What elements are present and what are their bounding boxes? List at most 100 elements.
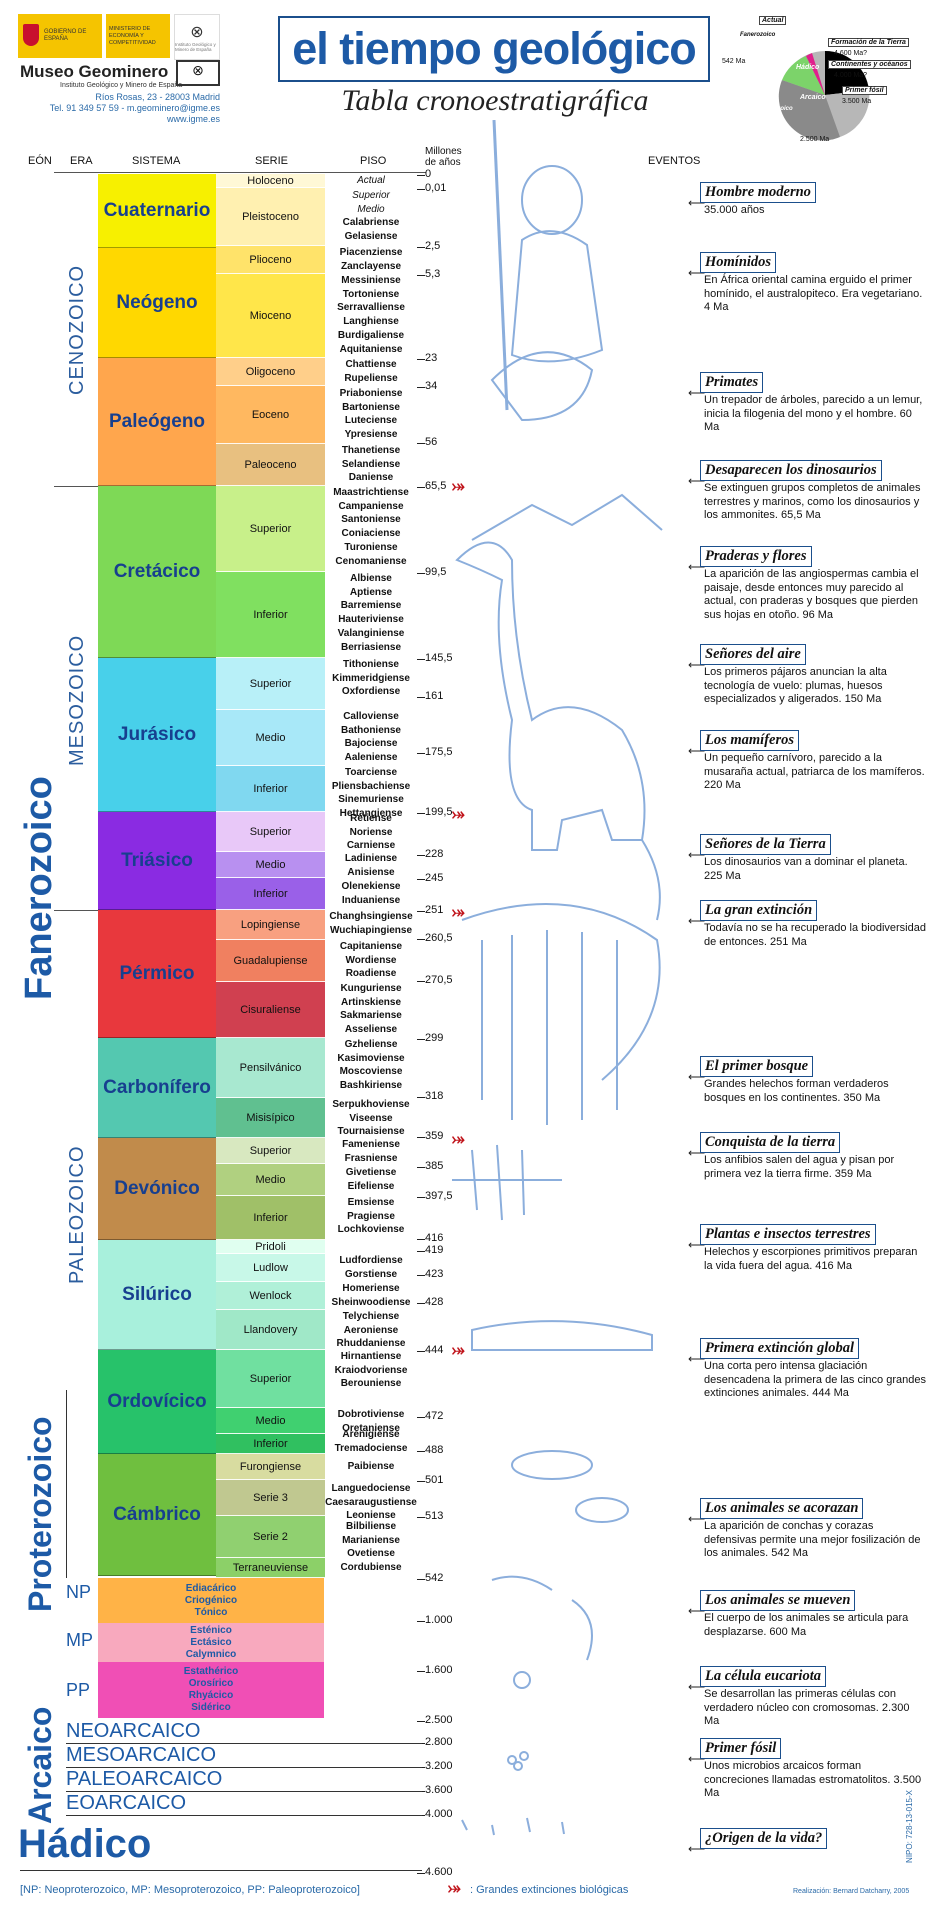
evolution-illustration <box>452 120 663 1836</box>
stage-group-pleistoceno: Superior Medio Calabriense Gelasiense <box>325 189 417 244</box>
age-tick <box>417 1351 425 1352</box>
event-title: Primer fósil <box>700 1738 782 1759</box>
pp-block: Estathérico Orosírico Rhyácico Sidérico <box>98 1662 324 1718</box>
stage-name: Homeriense <box>342 1283 400 1294</box>
stage-name: Thanetiense <box>341 445 401 456</box>
stage-name: Capitaniense <box>339 941 403 952</box>
igme-label: Instituto Geológico y Minero de España <box>175 42 216 52</box>
age-label: 0,01 <box>425 182 447 194</box>
age-label: 4.600 <box>425 1866 453 1878</box>
age-label: 65,5 <box>425 480 447 492</box>
stage-name: Actual <box>357 175 385 186</box>
stage-name: Artinskiense <box>340 996 402 1008</box>
system-triásico: Triásico <box>98 812 216 910</box>
age-label: 359 <box>425 1130 444 1142</box>
pie-label-proterozoico: Proterozoico <box>756 106 793 112</box>
stage-group-tri_med: Ladiniense Anisiense <box>325 852 417 879</box>
stage-name: Rhuddaniense <box>336 1338 406 1350</box>
age-tick <box>417 1671 425 1672</box>
np-label: NP <box>66 1582 92 1602</box>
pie-label-542: 542 Ma <box>722 58 746 65</box>
series-mioceno: Mioceno <box>216 274 325 358</box>
stage-group-plioceno: Piacenziense Zanclayense <box>325 246 417 273</box>
stage-name: Telychiense <box>342 1311 400 1322</box>
stage-name: Olenekiense <box>341 881 401 892</box>
stage-name: Medio <box>357 203 385 215</box>
pie-proterozoico <box>778 80 840 141</box>
stage-name: Maastrichtiense <box>333 487 409 498</box>
age-label: 2.500 <box>425 1714 453 1726</box>
series-furongiense: Furongiense <box>216 1454 325 1480</box>
stage-name: Messiniense <box>341 275 401 286</box>
age-tick <box>417 1239 425 1240</box>
stage-name: Caesaraugustiense <box>325 1496 417 1508</box>
event-text: Un pequeño carnívoro, parecido a la musa… <box>704 752 925 791</box>
stage-name: Bajociense <box>344 738 398 750</box>
geominero-logo-icon: ⊗ <box>176 60 220 86</box>
age-label: 419 <box>425 1244 444 1256</box>
extinction-marker: ⤖ <box>452 806 465 823</box>
stage-name: Valanginiense <box>337 627 405 639</box>
mp-block: Esténico Ectásico Calymnico <box>98 1623 324 1662</box>
coat-of-arms-icon <box>23 24 39 46</box>
era-paleoarcaico: PALEOARCAICO <box>66 1767 422 1792</box>
extinction-marker: ⤖ <box>452 1131 465 1148</box>
event-title: Praderas y flores <box>700 546 812 567</box>
stage-name: Aquitaniense <box>339 343 403 355</box>
system-carbonífero: Carbonífero <box>98 1038 216 1138</box>
pie-label-3500: 3.500 Ma <box>842 98 872 105</box>
event-title: La célula eucariota <box>700 1666 826 1687</box>
age-tick <box>417 1721 425 1722</box>
era-divider <box>54 910 98 911</box>
stage-name: Chattiense <box>345 359 397 370</box>
age-tick <box>417 753 425 754</box>
web-link[interactable]: www.igme.es <box>166 114 220 124</box>
age-label: 423 <box>425 1268 444 1280</box>
event-text: Los primeros pájaros anuncian la alta te… <box>704 666 887 705</box>
series-plioceno: Plioceno <box>216 246 325 274</box>
stage-name: Berouniense <box>340 1378 402 1390</box>
stage-name: Calabriense <box>342 217 400 229</box>
event-title: La gran extinción <box>700 900 818 921</box>
stage-name: Bilbiliense <box>345 1521 396 1532</box>
stage-name: Oretaniense <box>342 1422 400 1434</box>
event-text: En África oriental camina erguido el pri… <box>704 274 923 313</box>
event-text: Grandes helechos forman verdaderos bosqu… <box>704 1078 889 1104</box>
title-box: el tiempo geológico <box>278 16 710 82</box>
age-label: 299 <box>425 1032 444 1044</box>
pie-label-primer-fosil: Primer fósil <box>842 86 887 95</box>
age-label: 318 <box>425 1090 444 1102</box>
age-tick <box>417 981 425 982</box>
age-tick <box>417 939 425 940</box>
stage-name: Albiense <box>350 573 392 584</box>
age-label: 542 <box>425 1572 444 1584</box>
age-tick <box>417 1873 425 1874</box>
stage-name: Campaniense <box>338 500 404 512</box>
system-cámbrico: Cámbrico <box>98 1454 216 1576</box>
stage-name: Roadiense <box>345 968 397 980</box>
event-text: Helechos y escorpiones primitivos prepar… <box>704 1246 918 1272</box>
stage-group-pen: Gzheliense Kasimoviense Moscoviense Bashkir… <box>325 1038 417 1093</box>
event-title: Hombre moderno <box>700 182 816 203</box>
era-paleozoico: PALEOZOICO <box>66 1145 88 1285</box>
eon-proterozoico: Proterozoico <box>22 1416 58 1612</box>
col-piso: PISO <box>360 155 387 167</box>
stage-name: Aaleniense <box>344 752 398 764</box>
stage-name: Turoniense <box>344 541 398 553</box>
series-medio: Medio <box>216 1408 325 1434</box>
age-tick <box>417 1039 425 1040</box>
stage-name: Calloviense <box>343 711 399 722</box>
age-label: 3.600 <box>425 1784 453 1796</box>
age-tick <box>417 1197 425 1198</box>
stage-name: Coniaciense <box>341 528 401 540</box>
proterozoic-bracket <box>66 1390 67 1578</box>
stage-name: Daniense <box>348 472 394 484</box>
gobierno-logo: GOBIERNO DE ESPAÑA <box>18 14 102 58</box>
age-tick <box>417 1097 425 1098</box>
age-label: 34 <box>425 380 438 392</box>
age-label: 428 <box>425 1296 444 1308</box>
stage-group-lop: Changhsingiense Wuchiapingiense <box>325 910 417 937</box>
series-medio: Medio <box>216 710 325 766</box>
series-oligoceno: Oligoceno <box>216 358 325 386</box>
stage-name: Bartoniense <box>342 401 400 413</box>
